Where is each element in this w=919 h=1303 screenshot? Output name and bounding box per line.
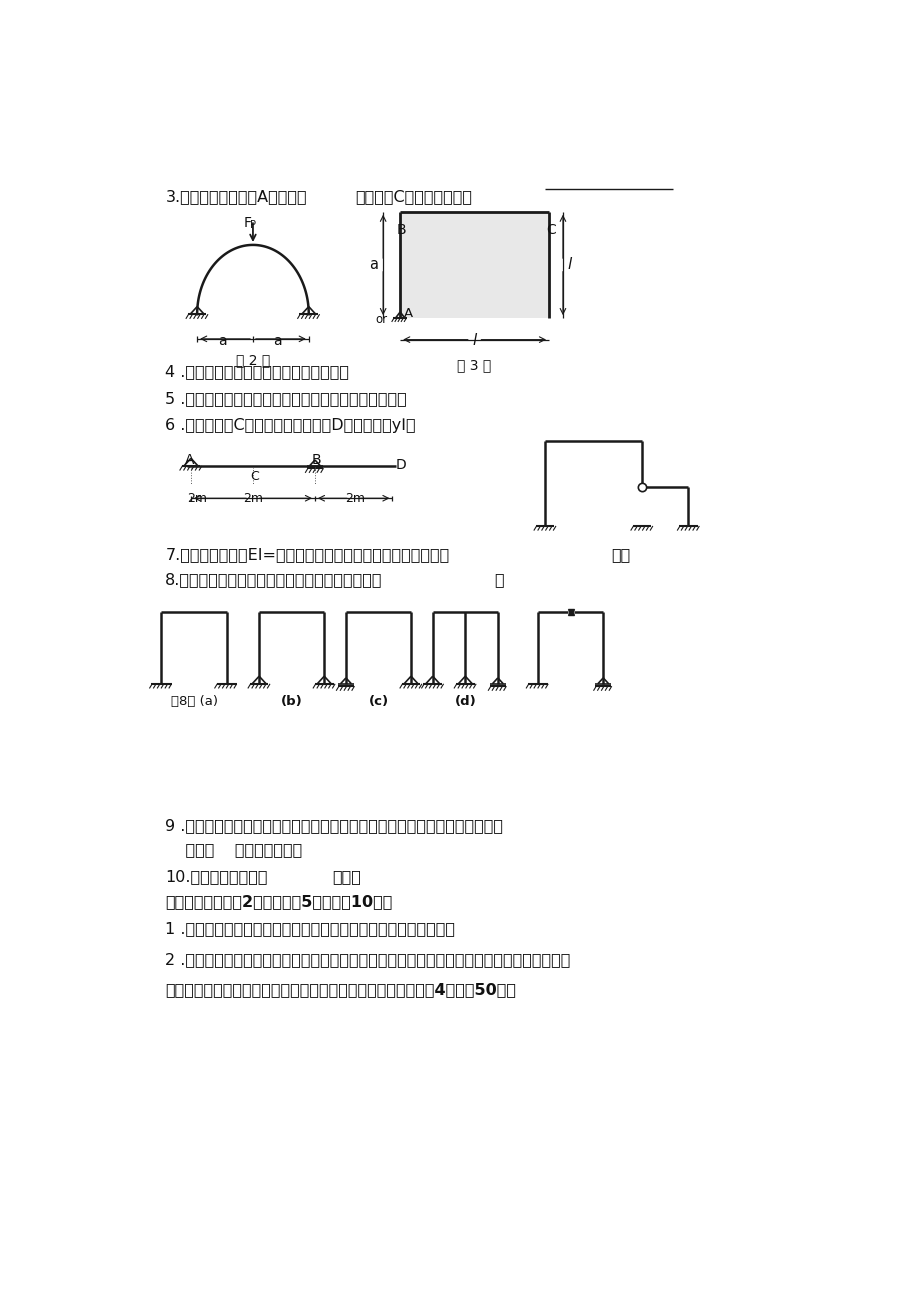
- Text: 第 3 题: 第 3 题: [457, 358, 491, 373]
- Text: (d): (d): [454, 696, 476, 709]
- Text: 2m: 2m: [345, 493, 365, 506]
- Text: 2m: 2m: [187, 493, 207, 506]
- Text: a: a: [273, 335, 282, 348]
- Text: 第8题 (a): 第8题 (a): [170, 696, 217, 709]
- Text: 5 .静定结构在荷载作用下，当杆件截面增大时，其内力: 5 .静定结构在荷载作用下，当杆件截面增大时，其内力: [165, 391, 407, 407]
- Text: 个。: 个。: [610, 547, 630, 563]
- Text: a: a: [218, 335, 226, 348]
- Text: C: C: [546, 223, 556, 237]
- Text: 3.图示结构，当支座A发生转角: 3.图示结构，当支座A发生转角: [165, 189, 307, 203]
- Text: l: l: [567, 258, 572, 272]
- Text: 2m: 2m: [243, 493, 263, 506]
- Text: A: A: [185, 453, 194, 466]
- Text: 1 .图乘法的应用条件是什么求变截面梁和拱的位移时可否用图乘法: 1 .图乘法的应用条件是什么求变截面梁和拱的位移时可否用图乘法: [165, 921, 455, 936]
- Text: 四、计算题：（１、２题８分，３题１０分，４、５题１２分，4题共计50分）: 四、计算题：（１、２题８分，３题１０分，４、５题１２分，4题共计50分）: [165, 982, 516, 998]
- Text: 结构。: 结构。: [332, 869, 360, 883]
- Text: (c): (c): [368, 696, 388, 709]
- Text: 8.图示结构用力法计算时，不能选作基本结构的是: 8.图示结构用力法计算时，不能选作基本结构的是: [165, 572, 382, 588]
- Text: A: A: [403, 308, 413, 321]
- Text: l: l: [472, 334, 476, 348]
- Text: (b): (b): [280, 696, 302, 709]
- Text: B: B: [312, 453, 321, 466]
- Text: 。: 。: [494, 572, 504, 588]
- Text: a: a: [369, 258, 378, 272]
- Text: 时，引起C点的竖向位移为: 时，引起C点的竖向位移为: [355, 189, 471, 203]
- Bar: [400, 212, 549, 318]
- Text: 6 .图示梁截面C的剪力影响线在杆端D处的纵标值yⵏ为: 6 .图示梁截面C的剪力影响线在杆端D处的纵标值yⵏ为: [165, 418, 415, 433]
- Text: F: F: [244, 216, 252, 231]
- Text: or: or: [375, 314, 387, 327]
- Text: P: P: [250, 220, 255, 231]
- Text: 4 .机动法作静定结构内力影响线依据的是: 4 .机动法作静定结构内力影响线依据的是: [165, 365, 349, 379]
- Text: C: C: [250, 470, 258, 482]
- Text: B: B: [397, 223, 406, 237]
- Text: 三、问答题：（共2题，每题　5分，共　10分）: 三、问答题：（共2题，每题 5分，共 10分）: [165, 894, 392, 909]
- Text: 9 .对称结构在对称荷载作用下，若取对称基本结构并取对称与反对称未知力，: 9 .对称结构在对称荷载作用下，若取对称基本结构并取对称与反对称未知力，: [165, 818, 503, 834]
- Text: 10.力矩分配法适用于: 10.力矩分配法适用于: [165, 869, 267, 883]
- Text: 2 .超静定结构的内力只与各杆件的刚度相对值有关，而与它们的刚度绝对值无关，对吗为什么: 2 .超静定结构的内力只与各杆件的刚度相对值有关，而与它们的刚度绝对值无关，对吗…: [165, 951, 570, 967]
- Text: 7.图示结构，各杆EI=常数，用位移法计算，基本未知量最少是: 7.图示结构，各杆EI=常数，用位移法计算，基本未知量最少是: [165, 547, 449, 563]
- Text: 第 2 题: 第 2 题: [235, 353, 270, 366]
- Text: 则其中    未知力等于零。: 则其中 未知力等于零。: [165, 842, 302, 856]
- Text: D: D: [395, 459, 406, 472]
